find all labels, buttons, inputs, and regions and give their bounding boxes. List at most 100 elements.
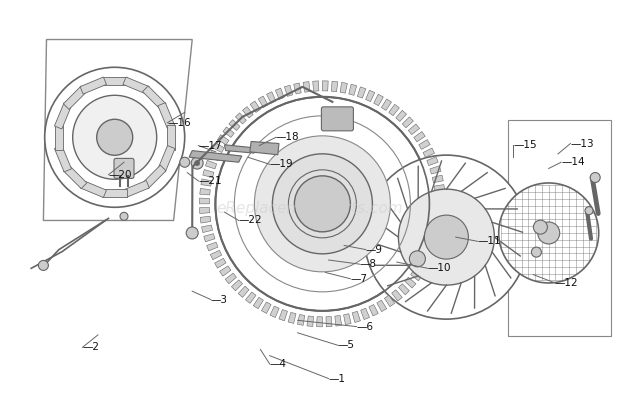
Polygon shape (246, 292, 256, 303)
Polygon shape (357, 87, 366, 98)
Circle shape (73, 95, 157, 179)
Text: —10: —10 (428, 263, 451, 273)
Text: —20: —20 (108, 170, 132, 180)
Text: —1: —1 (329, 374, 345, 384)
Polygon shape (399, 284, 409, 295)
Polygon shape (389, 104, 399, 116)
Polygon shape (331, 81, 338, 92)
Circle shape (272, 154, 373, 254)
Polygon shape (402, 117, 414, 128)
Polygon shape (63, 86, 87, 109)
Polygon shape (369, 305, 378, 316)
Polygon shape (435, 194, 445, 200)
Polygon shape (210, 250, 222, 260)
Polygon shape (102, 77, 127, 85)
Text: —14: —14 (561, 157, 585, 167)
Text: —2: —2 (82, 342, 99, 352)
Polygon shape (80, 181, 107, 198)
Polygon shape (279, 310, 288, 321)
Circle shape (120, 212, 128, 220)
Polygon shape (361, 308, 370, 319)
Polygon shape (200, 188, 210, 195)
Circle shape (365, 155, 528, 319)
Polygon shape (143, 165, 166, 188)
Polygon shape (418, 140, 430, 149)
Polygon shape (200, 208, 210, 213)
FancyBboxPatch shape (114, 158, 134, 178)
Text: —15: —15 (513, 140, 537, 150)
Polygon shape (420, 255, 432, 265)
Polygon shape (258, 96, 268, 107)
Circle shape (97, 119, 133, 155)
Polygon shape (209, 151, 220, 161)
Polygon shape (204, 234, 215, 242)
Polygon shape (267, 92, 276, 103)
Polygon shape (219, 266, 231, 276)
Circle shape (45, 67, 185, 207)
Circle shape (533, 220, 547, 234)
Polygon shape (250, 101, 260, 112)
Polygon shape (435, 213, 445, 219)
Polygon shape (206, 242, 218, 251)
Polygon shape (242, 106, 253, 118)
Polygon shape (63, 165, 87, 188)
Text: —13: —13 (570, 139, 594, 149)
Polygon shape (200, 198, 210, 204)
Circle shape (294, 176, 350, 232)
Text: —19: —19 (270, 159, 293, 169)
FancyBboxPatch shape (321, 107, 353, 131)
Text: —8: —8 (360, 259, 376, 269)
Polygon shape (435, 204, 445, 210)
Text: —7: —7 (350, 274, 367, 284)
Polygon shape (352, 311, 360, 322)
Polygon shape (202, 225, 213, 233)
Polygon shape (205, 160, 217, 169)
Text: —11: —11 (477, 236, 501, 246)
Polygon shape (270, 306, 279, 317)
Polygon shape (396, 110, 407, 121)
Polygon shape (425, 247, 436, 256)
Polygon shape (123, 181, 149, 198)
Circle shape (399, 189, 494, 285)
Polygon shape (143, 86, 166, 109)
Polygon shape (238, 286, 249, 297)
Polygon shape (236, 113, 246, 124)
Polygon shape (374, 94, 383, 106)
Text: —18: —18 (276, 132, 299, 142)
Polygon shape (200, 216, 211, 223)
Text: —22: —22 (239, 215, 262, 225)
Polygon shape (158, 103, 175, 129)
Polygon shape (312, 81, 319, 91)
Polygon shape (298, 314, 304, 325)
Circle shape (38, 260, 48, 270)
Circle shape (498, 183, 599, 283)
Polygon shape (508, 120, 611, 336)
Polygon shape (322, 81, 328, 91)
Text: eReplacementParts.com: eReplacementParts.com (216, 201, 404, 215)
Polygon shape (294, 83, 301, 94)
Polygon shape (409, 124, 420, 135)
Polygon shape (384, 295, 395, 307)
Polygon shape (55, 146, 71, 172)
Polygon shape (189, 151, 242, 162)
Polygon shape (340, 82, 347, 93)
Circle shape (186, 227, 198, 239)
Polygon shape (80, 77, 107, 94)
Polygon shape (405, 277, 416, 288)
Polygon shape (231, 280, 242, 291)
Polygon shape (423, 148, 435, 157)
Polygon shape (430, 166, 441, 174)
Polygon shape (285, 85, 293, 97)
Polygon shape (215, 258, 226, 268)
Polygon shape (433, 221, 444, 229)
Circle shape (180, 157, 190, 167)
Text: —16: —16 (167, 118, 191, 128)
Polygon shape (349, 84, 356, 95)
Polygon shape (213, 143, 224, 153)
Polygon shape (414, 131, 425, 142)
Polygon shape (317, 317, 322, 327)
Circle shape (195, 161, 200, 166)
Text: —4: —4 (270, 359, 286, 369)
Text: —17: —17 (198, 141, 222, 151)
Polygon shape (326, 317, 332, 327)
